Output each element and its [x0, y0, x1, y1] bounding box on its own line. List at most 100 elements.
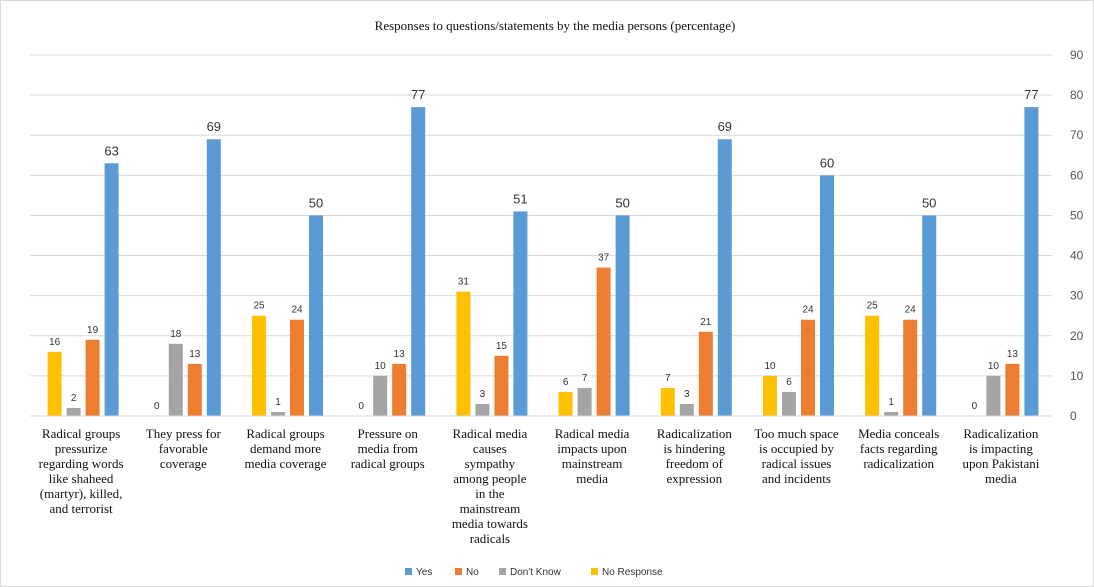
data-label: 6 [786, 377, 792, 388]
y-tick-label: 10 [1070, 369, 1084, 383]
bar-yes [206, 139, 221, 416]
bar-no [596, 267, 611, 416]
data-label: 25 [867, 301, 879, 312]
data-label: 0 [972, 401, 978, 412]
data-label: 25 [253, 301, 265, 312]
x-category-line: coverage [160, 456, 207, 471]
bar-no-response [558, 391, 573, 416]
data-label: 1 [275, 397, 281, 408]
x-category-line: media [576, 471, 608, 486]
x-category-line: pressurize [55, 441, 108, 456]
bar-don-t-know [679, 403, 694, 416]
y-tick-label: 20 [1070, 329, 1084, 343]
x-category-line: media from [358, 441, 418, 456]
x-category-line: mainstream [562, 456, 623, 471]
bar-yes [922, 215, 937, 416]
data-label: 13 [189, 349, 201, 360]
y-tick-label: 0 [1070, 409, 1077, 423]
legend: Yes No Don't Know No Response [405, 567, 663, 578]
y-tick-label: 40 [1070, 249, 1084, 263]
data-label: 2 [71, 393, 77, 404]
bar-no [494, 355, 509, 416]
bar-don-t-know [782, 391, 796, 416]
y-tick-label: 30 [1070, 289, 1084, 303]
bar-no [698, 331, 713, 416]
data-label: 31 [458, 277, 470, 288]
bar-yes [1024, 107, 1039, 417]
data-label: 69 [207, 119, 221, 134]
bar-no-response [456, 291, 471, 416]
data-label: 50 [309, 195, 323, 210]
data-label: 1 [888, 397, 894, 408]
legend-label: No Response [602, 567, 663, 578]
bar-yes [717, 139, 732, 416]
bar-don-t-know [168, 343, 183, 416]
x-category-label: Radical media causes sympathy among people i… [452, 426, 528, 546]
data-label: 10 [988, 361, 1000, 372]
x-category-line: in the [475, 486, 504, 501]
legend-label: No [466, 567, 479, 578]
data-label: 0 [154, 401, 160, 412]
x-category-line: facts regarding [860, 441, 938, 456]
y-axis: 0 10 20 30 40 50 60 70 80 90 [1070, 48, 1084, 423]
x-category-line: is impacting [969, 441, 1033, 456]
x-category-line: media towards [452, 516, 528, 531]
data-label: 10 [375, 361, 387, 372]
x-category-line: and terrorist [50, 501, 114, 516]
y-tick-label: 80 [1070, 88, 1084, 102]
x-category-line: upon Pakistani [962, 456, 1039, 471]
x-category-line: media coverage [245, 456, 327, 471]
x-category-line: radicalization [863, 456, 934, 471]
x-category-line: is occupied by [759, 441, 835, 456]
x-category-line: Radical groups [246, 426, 324, 441]
data-label: 69 [718, 119, 732, 134]
bar-no [290, 319, 304, 416]
y-tick-label: 50 [1070, 208, 1084, 222]
x-category-line: sympathy [465, 456, 516, 471]
bar-yes [820, 175, 834, 416]
bar-no-response [865, 315, 880, 416]
x-category-line: and incidents [762, 471, 831, 486]
x-category-label: They press for favorable coverage [146, 426, 222, 471]
data-label: 15 [496, 341, 508, 352]
x-category-line: Radicalization [963, 426, 1039, 441]
x-axis: Radical groups pressurize regarding words l… [30, 415, 1052, 546]
x-category-line: Radical media [453, 426, 528, 441]
data-label: 24 [905, 305, 917, 316]
bar-don-t-know [577, 387, 592, 416]
bar-no-response [252, 315, 266, 416]
x-category-line: media [985, 471, 1017, 486]
x-category-line: among people [453, 471, 527, 486]
x-category-line: They press for [146, 426, 222, 441]
x-category-line: Media conceals [858, 426, 939, 441]
data-label: 0 [358, 401, 364, 412]
bar-no [187, 363, 202, 416]
x-category-line: Too much space [754, 426, 839, 441]
data-label: 77 [1024, 87, 1038, 102]
data-label: 50 [615, 195, 629, 210]
x-category-line: causes [473, 441, 507, 456]
x-category-line: demand more [250, 441, 321, 456]
x-category-line: impacts upon [557, 441, 627, 456]
x-category-line: like shaheed [49, 471, 114, 486]
bar-yes [309, 215, 323, 416]
x-category-label: Radicalization is hindering freedom of expr… [657, 426, 733, 486]
bar-don-t-know [884, 411, 899, 416]
bar-no [392, 363, 407, 416]
data-label: 51 [513, 191, 527, 206]
x-category-line: is hindering [663, 441, 725, 456]
x-category-line: radical groups [351, 456, 425, 471]
x-category-line: Radical groups [42, 426, 120, 441]
bar-don-t-know [475, 403, 490, 416]
x-category-line: favorable [159, 441, 208, 456]
x-category-label: Pressure on media from radical groups [351, 426, 425, 471]
bar-no-response [763, 375, 777, 416]
bar-no-response [660, 387, 675, 416]
data-label: 63 [104, 143, 118, 158]
bar-don-t-know [373, 375, 388, 416]
bar-yes [411, 107, 426, 417]
x-category-label: Too much space is occupied by radical issu… [754, 426, 839, 486]
